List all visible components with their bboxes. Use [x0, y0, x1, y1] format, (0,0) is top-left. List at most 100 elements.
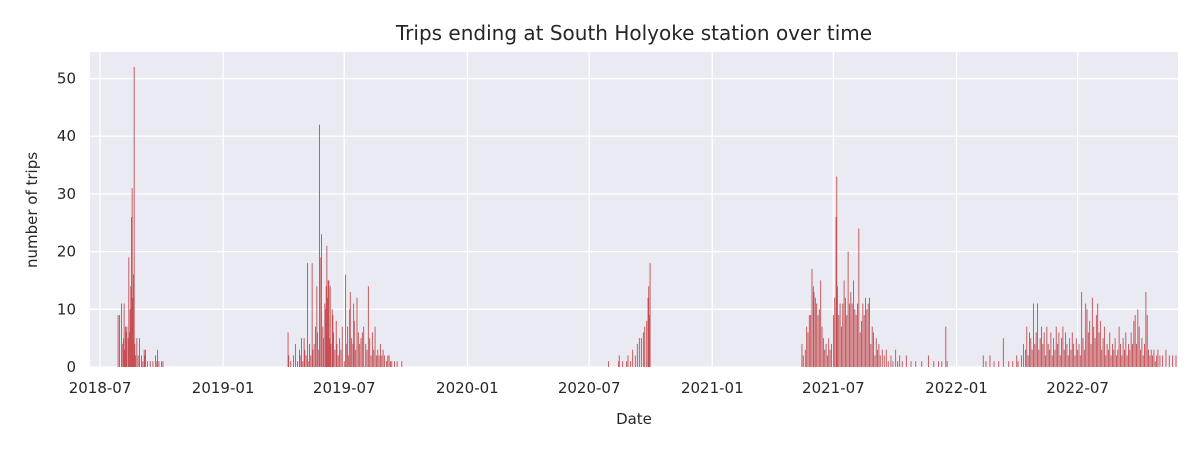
bar	[331, 309, 333, 367]
bar	[143, 349, 145, 367]
bar	[842, 303, 844, 367]
bar	[1031, 349, 1033, 367]
bar	[648, 315, 650, 367]
bar	[1091, 297, 1093, 367]
bar	[383, 355, 385, 367]
bar	[133, 274, 134, 367]
y-tick-label: 30	[57, 185, 76, 203]
bar	[1124, 349, 1125, 367]
bar	[131, 188, 133, 367]
bar	[816, 303, 818, 367]
bar	[1133, 320, 1135, 367]
bar	[647, 297, 649, 367]
bar	[1146, 315, 1148, 367]
bar	[899, 355, 901, 367]
bar	[118, 315, 120, 367]
bar	[394, 361, 395, 367]
bar	[1061, 338, 1063, 367]
bar	[801, 343, 803, 367]
bar	[847, 251, 849, 367]
bar	[1095, 315, 1097, 367]
bar	[1026, 326, 1028, 367]
chart-title: Trips ending at South Holyoke station ov…	[395, 21, 872, 45]
bar	[858, 228, 860, 367]
bar	[834, 297, 836, 367]
bar	[1122, 338, 1124, 367]
bar	[825, 343, 827, 367]
bar	[330, 343, 332, 367]
bar	[1156, 355, 1158, 367]
bar	[1029, 332, 1030, 367]
bar	[1074, 355, 1076, 367]
bar	[328, 280, 330, 367]
bar	[1073, 343, 1075, 367]
bar	[1094, 338, 1096, 367]
bar	[622, 361, 624, 367]
bar	[941, 361, 943, 367]
bar	[1030, 338, 1032, 367]
bar	[302, 361, 304, 367]
bar	[1043, 332, 1045, 367]
bar	[862, 303, 864, 367]
bar	[133, 67, 135, 367]
bar	[849, 303, 850, 367]
bar	[304, 349, 306, 367]
bar	[128, 257, 130, 367]
bar	[1054, 349, 1056, 367]
bar	[387, 355, 389, 367]
bar	[1175, 355, 1177, 367]
x-tick-label: 2022-07	[1046, 379, 1109, 397]
bar	[821, 326, 823, 367]
bar	[136, 338, 138, 367]
bar	[1041, 326, 1042, 367]
bar	[933, 361, 935, 367]
bar	[1081, 292, 1083, 367]
bar	[802, 355, 804, 367]
y-tick-label: 0	[66, 358, 76, 376]
bar	[836, 176, 838, 367]
bar	[857, 303, 858, 367]
bar	[347, 326, 349, 367]
bar	[1027, 355, 1029, 367]
x-tick-label: 2018-07	[69, 379, 132, 397]
x-tick-label: 2019-07	[313, 379, 376, 397]
bar	[288, 355, 290, 367]
bar	[832, 315, 834, 367]
bar	[127, 338, 129, 367]
bar	[636, 343, 638, 367]
bar	[632, 349, 634, 367]
bar	[808, 315, 810, 367]
bar	[1042, 343, 1044, 367]
bar	[144, 355, 146, 367]
bar	[1168, 355, 1170, 367]
bar	[1033, 303, 1034, 367]
bar	[1154, 361, 1156, 367]
bar	[1077, 349, 1079, 367]
bar	[869, 297, 870, 367]
bar	[649, 263, 651, 367]
bar	[145, 349, 146, 367]
y-tick-labels: 0 10 20 30 40 50	[57, 70, 76, 376]
bar	[351, 338, 353, 367]
bar	[316, 286, 318, 367]
bar	[300, 338, 302, 367]
bar	[337, 355, 339, 367]
bar	[646, 320, 648, 367]
x-axis-label: Date	[616, 410, 652, 428]
bar	[382, 349, 384, 367]
bar	[1082, 338, 1084, 367]
bar	[325, 309, 326, 367]
bar	[844, 297, 846, 367]
bar	[137, 355, 139, 367]
bar	[648, 286, 650, 367]
bar	[998, 361, 1000, 367]
bar	[853, 280, 854, 367]
bar	[1126, 355, 1128, 367]
bar	[361, 332, 363, 367]
bar	[807, 332, 809, 367]
bar	[901, 361, 903, 367]
bar	[385, 361, 387, 367]
bar	[323, 338, 324, 367]
bar	[132, 297, 134, 367]
